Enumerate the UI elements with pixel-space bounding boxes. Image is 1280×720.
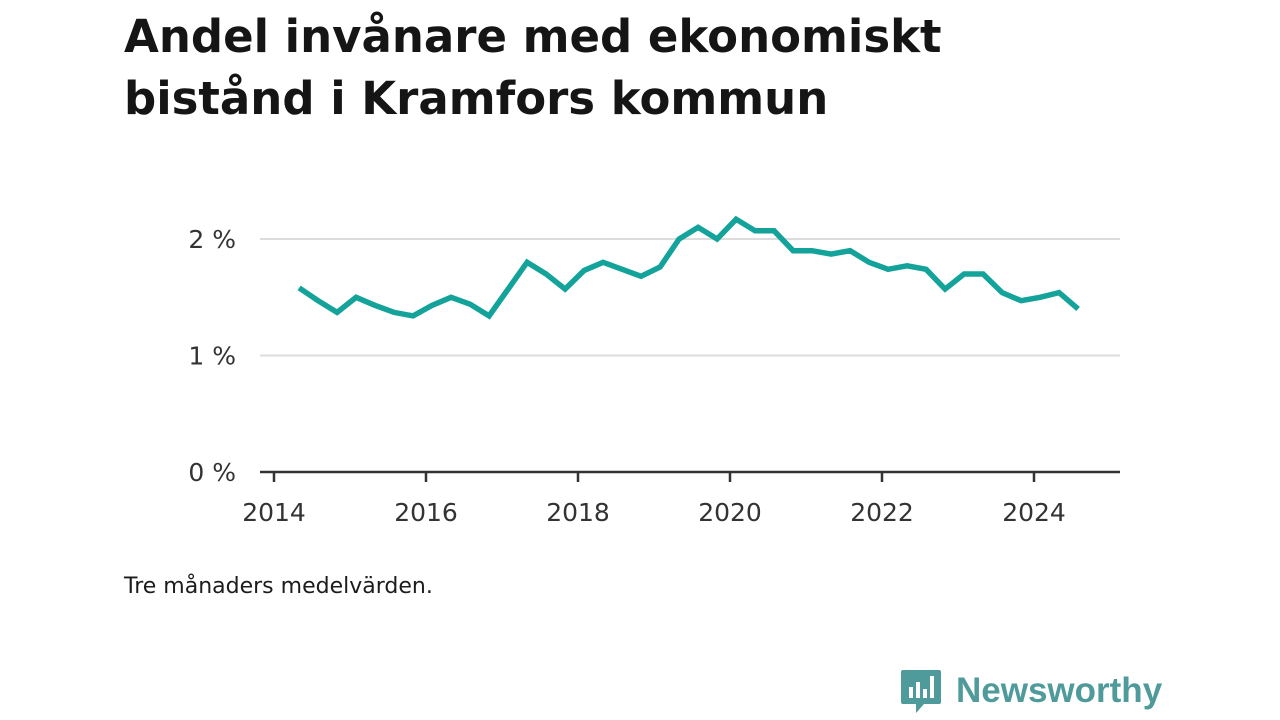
series	[297, 215, 1080, 320]
x-tick-label: 2016	[394, 498, 458, 527]
chart-note: Tre månaders medelvärden.	[124, 574, 433, 599]
x-tick-label: 2020	[698, 498, 762, 527]
grid-lines	[260, 238, 1120, 357]
axes: 0 % 1 % 2 % 2014 2016 2018 2020 2022 2024	[188, 225, 1120, 527]
series-line	[297, 215, 1080, 320]
x-tick-label: 2022	[850, 498, 914, 527]
y-tick-label: 2 %	[188, 225, 236, 254]
x-tick-label: 2014	[242, 498, 306, 527]
newsworthy-logo-icon	[901, 670, 941, 713]
chart-title: Andel invånare med ekonomiskt bistånd i …	[124, 10, 942, 125]
brand-logo: Newsworthy	[900, 668, 1162, 714]
y-tick-label: 0 %	[188, 458, 236, 487]
x-tick-label: 2018	[546, 498, 610, 527]
brand-name: Newsworthy	[956, 671, 1163, 710]
x-tick-label: 2024	[1002, 498, 1066, 527]
y-tick-label: 1 %	[188, 342, 236, 371]
